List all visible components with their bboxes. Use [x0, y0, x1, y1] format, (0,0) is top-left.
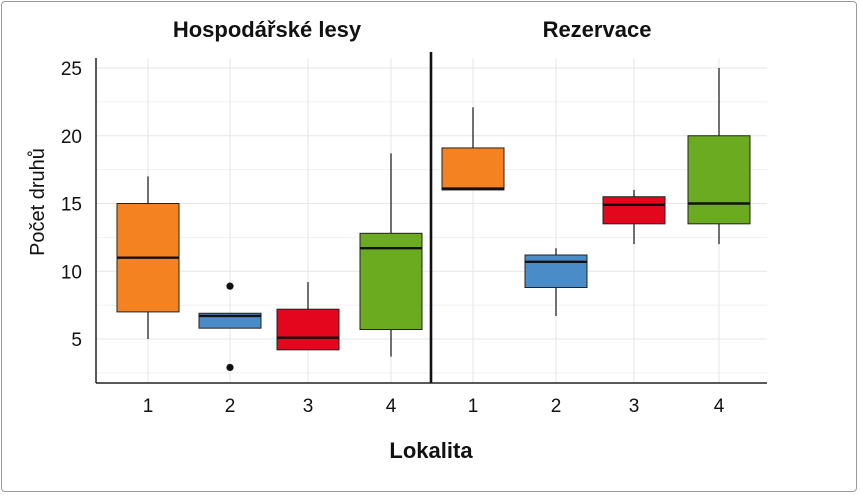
box-iqr [276, 308, 340, 351]
box-rezervace-1 [441, 107, 505, 191]
x-tick-label: 3 [629, 396, 640, 417]
y-tick-label: 10 [61, 262, 82, 283]
box-hospodarske-4 [359, 153, 423, 357]
x-axis-title: Lokalita [389, 438, 473, 463]
box-hospodarske-3 [276, 282, 340, 351]
x-tick-label: 1 [143, 396, 154, 417]
x-tick-label: 4 [714, 396, 725, 417]
axis-layer [95, 52, 767, 384]
y-tick-label: 20 [61, 127, 82, 148]
outlier-point [226, 282, 234, 290]
box-rezervace-3 [602, 189, 666, 245]
box-iqr [602, 196, 666, 225]
x-tick-label: 2 [551, 396, 562, 417]
box-iqr [441, 147, 505, 191]
y-tick-label: 15 [61, 195, 82, 216]
box-hospodarske-1 [116, 176, 180, 339]
grid-layer [96, 58, 767, 383]
x-tick-label: 2 [225, 396, 236, 417]
panel-title-left: Hospodářské lesy [173, 17, 362, 42]
box-iqr [524, 254, 588, 289]
y-tick-label: 25 [61, 59, 82, 80]
y-axis-title: Počet druhů [27, 148, 49, 256]
box-hospodarske-2 [198, 282, 262, 372]
box-iqr [687, 135, 751, 225]
box-rezervace-2 [524, 248, 588, 316]
box-rezervace-4 [687, 68, 751, 245]
x-tick-label: 1 [468, 396, 479, 417]
x-tick-label: 3 [303, 396, 314, 417]
x-tick-label: 4 [386, 396, 397, 417]
y-tick-label: 5 [71, 330, 82, 351]
outlier-point [226, 363, 234, 372]
panel-title-right: Rezervace [543, 17, 652, 42]
box-layer [116, 68, 751, 372]
label-layer: Hospodářské lesy Rezervace Počet druhů L… [27, 17, 725, 463]
